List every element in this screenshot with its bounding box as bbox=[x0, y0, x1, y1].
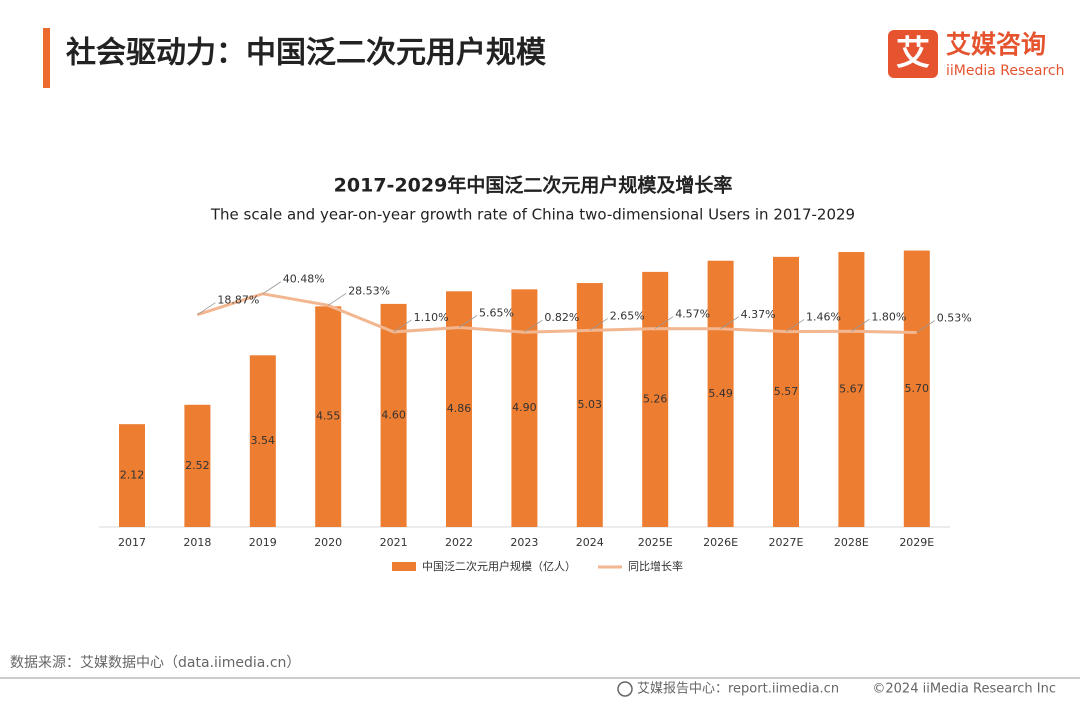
label-leader bbox=[393, 319, 412, 333]
x-tick-label: 2021 bbox=[380, 536, 408, 549]
bar-value-label: 5.70 bbox=[905, 382, 930, 395]
label-leader bbox=[524, 319, 543, 333]
x-tick-label: 2022 bbox=[445, 536, 473, 549]
growth-value-label: 4.57% bbox=[675, 308, 710, 321]
title-accent bbox=[43, 28, 50, 88]
label-leader bbox=[197, 302, 216, 316]
bar-value-label: 4.86 bbox=[447, 402, 472, 415]
label-leader bbox=[589, 318, 609, 331]
x-tick-label: 2028E bbox=[834, 536, 869, 549]
bar bbox=[315, 306, 342, 527]
legend-label: 同比增长率 bbox=[628, 559, 683, 573]
report-site: 艾媒报告中心：report.iimedia.cn bbox=[637, 682, 839, 697]
bar bbox=[576, 283, 603, 527]
growth-value-label: 5.65% bbox=[479, 307, 514, 320]
bar-value-label: 4.90 bbox=[512, 401, 537, 414]
growth-value-label: 28.53% bbox=[348, 284, 390, 297]
chart-subtitle: The scale and year-on-year growth rate o… bbox=[210, 206, 855, 224]
label-leader bbox=[851, 318, 870, 332]
growth-value-label: 0.82% bbox=[544, 311, 579, 324]
bar bbox=[249, 355, 276, 527]
bar bbox=[380, 303, 407, 527]
slide-title: 社会驱动力：中国泛二次元用户规模 bbox=[66, 36, 546, 71]
label-leader bbox=[785, 319, 805, 332]
label-leader bbox=[720, 316, 739, 330]
growth-value-label: 4.37% bbox=[741, 308, 776, 321]
label-leader bbox=[654, 316, 674, 329]
bar bbox=[707, 260, 734, 527]
bar bbox=[119, 424, 145, 527]
legend-label: 中国泛二次元用户规模（亿人） bbox=[422, 559, 576, 573]
label-leader bbox=[327, 292, 347, 306]
logo-name: 艾媒咨询 bbox=[946, 30, 1046, 59]
x-tick-label: 2023 bbox=[510, 536, 538, 549]
logo-box bbox=[888, 30, 938, 78]
growth-value-label: 40.48% bbox=[283, 273, 325, 286]
growth-value-label: 18.87% bbox=[217, 294, 259, 307]
growth-value-label: 0.53% bbox=[937, 311, 972, 324]
x-tick-label: 2027E bbox=[769, 536, 804, 549]
logo-mark: 艾 bbox=[896, 34, 930, 74]
bar-value-label: 4.60 bbox=[381, 408, 406, 421]
growth-value-label: 2.65% bbox=[610, 309, 645, 322]
legend-swatch bbox=[392, 562, 416, 571]
x-tick-label: 2029E bbox=[899, 536, 934, 549]
x-tick-label: 2024 bbox=[576, 536, 604, 549]
bar-value-label: 5.57 bbox=[774, 385, 799, 398]
source: 数据来源：艾媒数据中心（data.iimedia.cn） bbox=[10, 655, 300, 671]
growth-value-label: 1.80% bbox=[871, 310, 906, 323]
logo-en: iiMedia Research bbox=[946, 63, 1065, 79]
bar bbox=[184, 404, 211, 527]
copyright: ©2024 iiMedia Research Inc bbox=[872, 682, 1056, 697]
label-leader bbox=[916, 320, 936, 333]
bar-value-label: 4.55 bbox=[316, 410, 341, 423]
chart-title: 2017-2029年中国泛二次元用户规模及增长率 bbox=[334, 174, 733, 197]
globe-icon bbox=[617, 681, 633, 697]
bar bbox=[903, 250, 930, 528]
bar-value-label: 5.26 bbox=[643, 392, 668, 405]
x-tick-label: 2026E bbox=[703, 536, 738, 549]
growth-line bbox=[196, 292, 917, 334]
x-tick-label: 2017 bbox=[118, 536, 146, 549]
bar-value-label: 5.03 bbox=[578, 398, 603, 411]
x-tick-label: 2019 bbox=[249, 536, 277, 549]
label-leader bbox=[458, 315, 478, 328]
bar-value-label: 5.67 bbox=[839, 383, 864, 396]
bar bbox=[838, 252, 865, 527]
bar-value-label: 5.49 bbox=[708, 387, 733, 400]
bar-value-label: 2.52 bbox=[185, 459, 210, 472]
bar-value-label: 3.54 bbox=[251, 434, 276, 447]
bar bbox=[511, 289, 538, 527]
growth-value-label: 1.46% bbox=[806, 311, 841, 324]
x-tick-label: 2020 bbox=[314, 536, 342, 549]
growth-value-label: 1.10% bbox=[414, 311, 449, 324]
bar-value-label: 2.12 bbox=[120, 469, 145, 482]
label-leader bbox=[262, 281, 282, 295]
x-tick-label: 2018 bbox=[183, 536, 211, 549]
bar bbox=[773, 256, 799, 527]
bar bbox=[642, 271, 669, 527]
x-tick-label: 2025E bbox=[638, 536, 673, 549]
bar bbox=[446, 291, 472, 527]
